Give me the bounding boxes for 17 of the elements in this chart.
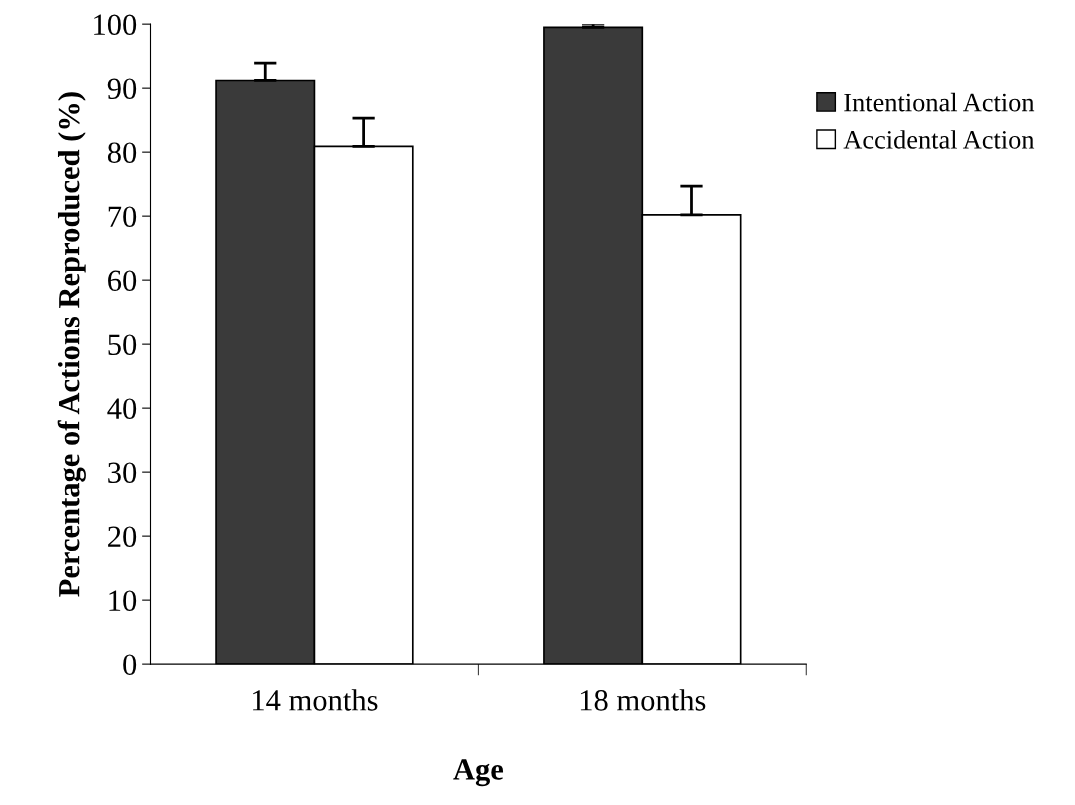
y-tick-label: 90 bbox=[107, 78, 137, 100]
y-tick-label: 20 bbox=[108, 526, 137, 548]
y-tick-label: 60 bbox=[108, 270, 137, 292]
legend-label: Accidental Action bbox=[843, 130, 1035, 149]
y-tick-label: 80 bbox=[107, 142, 137, 164]
y-tick-label: 100 bbox=[94, 14, 137, 36]
x-tick-label: 14 months bbox=[253, 689, 378, 711]
y-tick-label: 70 bbox=[108, 206, 137, 228]
y-tick-label: 30 bbox=[108, 462, 137, 484]
x-axis-title: Age bbox=[453, 759, 504, 787]
x-tick-label: 18 months bbox=[580, 689, 706, 711]
y-axis-title: Percentage of Actions Reproduced (%) bbox=[57, 92, 86, 597]
y-tick-label: 50 bbox=[108, 334, 137, 356]
legend-label: Intentional Action bbox=[844, 92, 1035, 112]
y-tick-label: 10 bbox=[109, 590, 137, 612]
y-tick-label: 40 bbox=[107, 398, 137, 420]
y-tick-label: 0 bbox=[123, 654, 137, 676]
